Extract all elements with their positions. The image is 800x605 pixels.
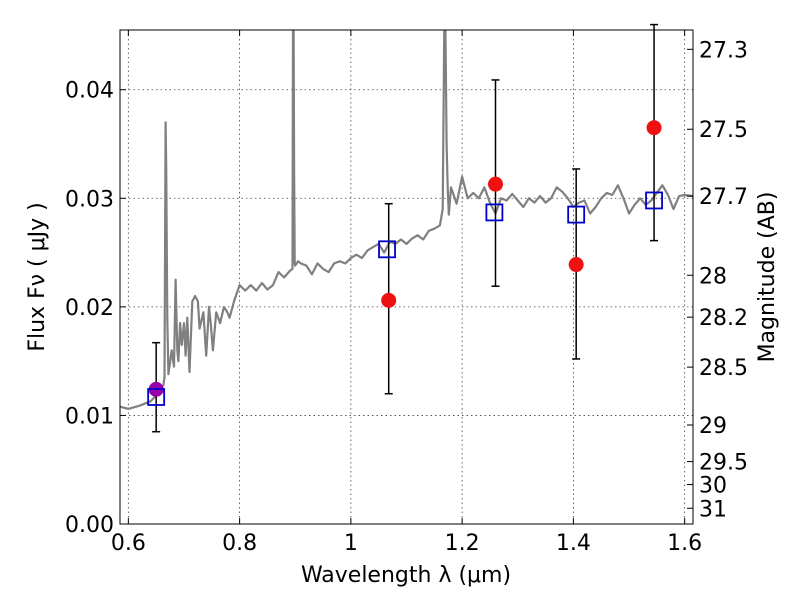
x-tick-label: 1 (344, 531, 358, 556)
y-axis-title: Flux Fν ( μJy ) (25, 202, 50, 351)
data-layer (120, 30, 693, 410)
observed-point (488, 176, 504, 192)
right-tick-label: 30 (699, 474, 727, 499)
observed-point (381, 292, 397, 308)
right-tick-label: 27.7 (699, 185, 748, 210)
x-tick-label: 0.6 (111, 531, 146, 556)
x-axis-title: Wavelength λ (μm) (301, 563, 511, 588)
right-tick-label: 31 (699, 497, 727, 522)
right-tick-label: 28.2 (699, 306, 748, 331)
y-tick-label: 0.00 (65, 513, 114, 538)
right-tick-label: 27.5 (699, 118, 748, 143)
x-tick-label: 1.2 (445, 531, 480, 556)
x-tick-label: 1.4 (556, 531, 591, 556)
observed-point (646, 120, 662, 136)
spectrum-line (120, 30, 693, 410)
y-tick-label: 0.04 (65, 79, 114, 104)
marker-layer (147, 23, 663, 433)
grid-layer (120, 30, 693, 524)
model-square (567, 205, 586, 224)
right-tick-label: 28 (699, 264, 727, 289)
y-tick-label: 0.03 (65, 187, 114, 212)
y-tick-label: 0.01 (65, 404, 114, 429)
y-tick-label: 0.02 (65, 296, 114, 321)
model-square (147, 388, 166, 406)
y-axis-right-title: Magnitude (AB) (755, 192, 780, 363)
right-tick-label: 28.5 (699, 356, 748, 381)
model-square (645, 191, 663, 210)
model-square (378, 240, 396, 259)
right-tick-label: 29.5 (699, 451, 748, 476)
right-tick-label: 29 (699, 414, 727, 439)
tick-layer: 0.6 0.8 1 1.2 1.4 1.6 0.00 0.01 0.02 0.03 0.04 27.3… (65, 30, 748, 556)
model-square (485, 203, 504, 222)
right-tick-label: 27.3 (699, 38, 748, 63)
observed-point (568, 257, 584, 273)
x-tick-label: 1.6 (667, 531, 702, 556)
plot-frame (119, 29, 694, 525)
x-tick-label: 0.8 (222, 531, 257, 556)
